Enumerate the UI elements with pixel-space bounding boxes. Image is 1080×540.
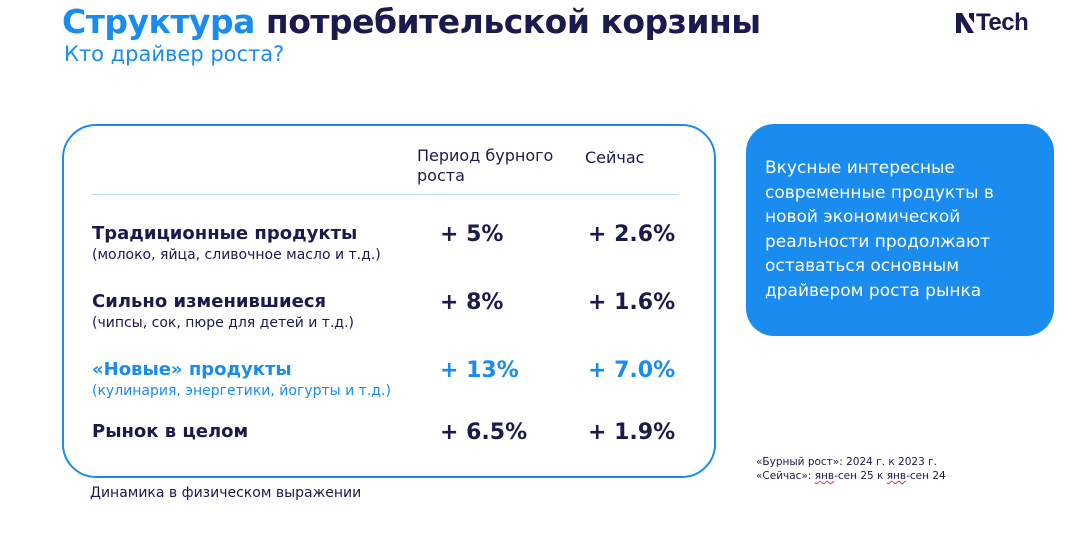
row-name: «Новые» продукты	[92, 359, 292, 380]
row-note: (молоко, яйца, сливочное масло и т.д.)	[92, 247, 381, 263]
callout-box: Вкусные интересные современные продукты …	[746, 124, 1054, 336]
table-row-new: «Новые» продукты (кулинария, энергетики,…	[92, 358, 692, 408]
row-note: (кулинария, энергетики, йогурты и т.д.)	[92, 383, 391, 399]
row-name: Традиционные продукты	[92, 223, 358, 244]
page-title: Структура потребительской корзины	[62, 2, 761, 42]
table-row-changed: Сильно изменившиеся (чипсы, сок, пюре дл…	[92, 290, 692, 340]
title-rest: потребительской корзины	[265, 2, 761, 41]
row-period-value: + 6.5%	[440, 420, 528, 445]
row-now-value: + 7.0%	[588, 358, 676, 383]
source-line-2-month-a: янв	[814, 470, 835, 482]
row-now-value: + 1.9%	[588, 420, 676, 445]
column-header-now: Сейчас	[585, 148, 645, 167]
column-header-period: Период бурного роста	[417, 146, 554, 185]
page-subtitle: Кто драйвер роста?	[64, 42, 285, 66]
source-line-1: «Бурный рост»: 2024 г. к 2023 г.	[756, 456, 937, 468]
n-logo-icon	[956, 13, 974, 33]
source-line-2-month-b: янв	[886, 470, 907, 482]
row-name: Сильно изменившиеся	[92, 291, 327, 312]
table-row-traditional: Традиционные продукты (молоко, яйца, сли…	[92, 222, 692, 272]
row-now-value: + 2.6%	[588, 222, 676, 247]
row-now-value: + 1.6%	[588, 290, 676, 315]
comparison-table: Период бурного роста Сейчас Традиционные…	[62, 124, 716, 478]
row-period-value: + 8%	[440, 290, 504, 315]
title-accent: Структура	[62, 2, 255, 41]
table-divider	[92, 194, 678, 195]
brand-logo: Tech	[956, 9, 1029, 36]
source-line-2-suffix: -сен 24	[906, 470, 946, 482]
row-period-value: + 13%	[440, 358, 519, 383]
table-row-market: Рынок в целом + 6.5% + 1.9%	[92, 420, 692, 470]
source-line-2: «Сейчас»: янв-сен 25 к янв-сен 24	[756, 469, 946, 483]
source-line-2-prefix: «Сейчас»:	[756, 470, 815, 482]
source-notes: «Бурный рост»: 2024 г. к 2023 г. «Сейчас…	[756, 455, 946, 483]
row-name: Рынок в целом	[92, 421, 249, 442]
source-line-2-mid: -сен 25 к	[834, 470, 887, 482]
row-period-value: + 5%	[440, 222, 504, 247]
row-note: (чипсы, сок, пюре для детей и т.д.)	[92, 315, 355, 331]
callout-text: Вкусные интересные современные продукты …	[765, 158, 994, 301]
logo-text: Tech	[976, 9, 1029, 36]
footnote: Динамика в физическом выражении	[90, 485, 362, 501]
